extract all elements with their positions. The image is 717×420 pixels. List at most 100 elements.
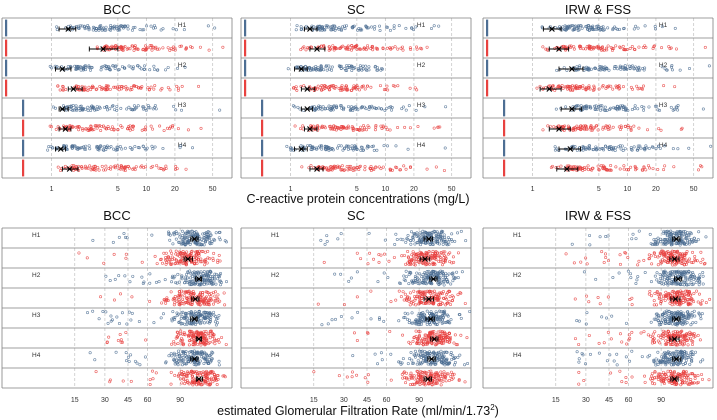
data-point xyxy=(339,66,343,70)
data-point xyxy=(442,283,446,287)
data-point xyxy=(396,126,400,130)
data-point xyxy=(351,106,355,110)
data-point xyxy=(320,124,324,128)
floor-marker xyxy=(503,99,506,117)
data-point xyxy=(345,68,349,72)
data-point xyxy=(46,148,50,152)
data-point xyxy=(323,126,327,130)
data-point xyxy=(309,124,313,128)
data-point xyxy=(141,107,145,111)
data-point xyxy=(126,46,130,50)
data-point xyxy=(129,107,133,111)
data-point xyxy=(647,105,651,109)
data-point xyxy=(373,64,377,68)
data-point xyxy=(598,28,602,32)
data-point xyxy=(404,269,408,273)
data-point xyxy=(93,358,97,362)
row-label-H1: H1 xyxy=(32,232,41,239)
data-point xyxy=(133,45,137,49)
data-point xyxy=(125,86,129,90)
data-point xyxy=(152,321,156,325)
data-point xyxy=(115,315,119,319)
data-point xyxy=(126,355,130,359)
data-point xyxy=(584,25,588,29)
data-point xyxy=(122,85,126,89)
data-point xyxy=(622,164,626,168)
data-point xyxy=(349,167,353,171)
data-point xyxy=(389,378,393,382)
median-marker xyxy=(307,26,313,32)
data-point xyxy=(449,375,453,379)
data-point xyxy=(117,85,121,89)
data-point xyxy=(90,86,94,90)
data-point xyxy=(408,86,412,90)
data-point xyxy=(101,310,105,314)
data-point xyxy=(94,108,98,112)
data-point xyxy=(155,164,159,168)
data-point xyxy=(128,88,132,92)
data-point xyxy=(676,108,680,112)
data-point xyxy=(337,144,341,148)
data-point xyxy=(323,86,327,90)
data-point xyxy=(310,67,314,71)
data-point xyxy=(403,311,407,315)
data-point xyxy=(157,47,161,51)
data-point xyxy=(343,24,347,28)
data-point xyxy=(114,350,118,354)
median-marker xyxy=(59,106,66,112)
data-point xyxy=(202,282,206,286)
data-point xyxy=(104,25,108,29)
data-point xyxy=(393,242,397,246)
data-point xyxy=(363,168,367,172)
data-point xyxy=(99,295,103,299)
data-point xyxy=(315,87,319,91)
data-point xyxy=(164,68,168,72)
data-point xyxy=(131,274,135,278)
data-point xyxy=(322,68,326,72)
data-point xyxy=(372,257,376,261)
data-point xyxy=(409,350,413,354)
data-point xyxy=(330,25,334,29)
data-point xyxy=(309,164,313,168)
data-point xyxy=(323,107,327,111)
data-point xyxy=(153,26,157,30)
data-point xyxy=(333,272,337,276)
median-marker xyxy=(70,86,77,92)
data-point xyxy=(409,242,413,246)
data-point xyxy=(331,126,335,130)
data-point xyxy=(160,261,164,265)
data-point xyxy=(207,238,211,242)
data-point xyxy=(93,124,97,128)
data-point xyxy=(350,316,354,320)
data-point xyxy=(130,295,134,299)
data-point xyxy=(377,165,381,169)
data-point xyxy=(150,369,154,373)
data-point xyxy=(206,249,210,253)
row-label-H1: H1 xyxy=(271,232,280,239)
data-point xyxy=(659,128,663,132)
data-point xyxy=(434,332,438,336)
data-point xyxy=(463,380,467,384)
data-point xyxy=(134,165,138,169)
data-point xyxy=(363,165,367,169)
data-point xyxy=(304,48,308,52)
data-point xyxy=(576,25,580,29)
tick-label-10: 10 xyxy=(381,186,389,193)
data-point xyxy=(363,87,367,91)
panel-title: BCC xyxy=(103,2,130,17)
data-point xyxy=(144,47,148,51)
data-point xyxy=(212,251,216,255)
floor-marker xyxy=(503,159,506,177)
data-point xyxy=(325,234,329,238)
data-point xyxy=(346,47,350,51)
data-point xyxy=(596,164,600,168)
data-point xyxy=(77,128,81,132)
data-point xyxy=(408,342,412,346)
data-point xyxy=(95,87,99,91)
data-point xyxy=(127,359,131,363)
data-point xyxy=(138,363,142,367)
data-point xyxy=(83,27,87,31)
data-point xyxy=(329,126,333,130)
data-point xyxy=(443,146,447,150)
tick-label-45: 45 xyxy=(363,397,371,404)
